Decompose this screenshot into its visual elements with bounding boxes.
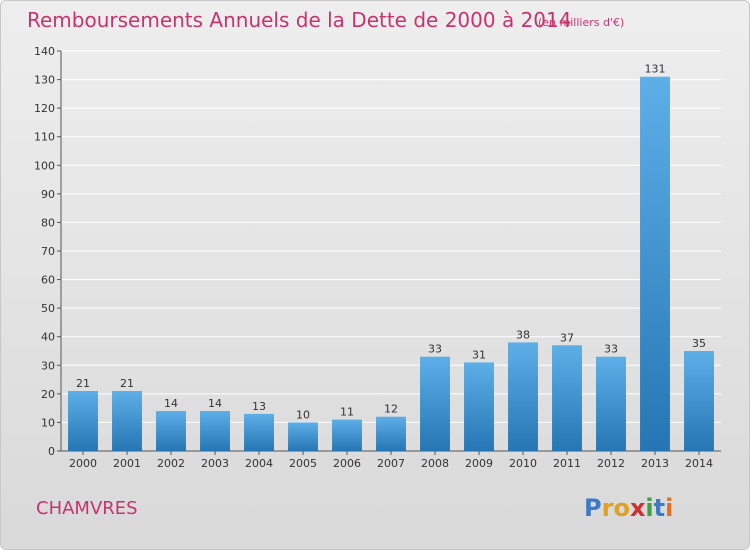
data-label-2008: 33 — [428, 343, 442, 356]
y-tick-label: 80 — [41, 216, 55, 229]
bar-2008 — [420, 356, 450, 451]
x-tick-label-2007: 2007 — [377, 457, 405, 470]
y-tick-label: 120 — [34, 102, 55, 115]
bar-2000 — [68, 391, 98, 451]
data-label-2001: 21 — [120, 377, 134, 390]
bar-2005 — [288, 422, 318, 451]
x-tick-label-2006: 2006 — [333, 457, 361, 470]
chart-subtitle: (en milliers d'€) — [538, 16, 625, 29]
data-label-2013: 131 — [645, 63, 666, 76]
proxiti-logo: Proxiti — [584, 494, 673, 521]
bar-2002 — [156, 411, 186, 451]
x-tick-label-2010: 2010 — [509, 457, 537, 470]
commune-name: CHAMVRES — [36, 498, 138, 519]
bar-2011 — [552, 345, 582, 451]
data-label-2003: 14 — [208, 397, 222, 410]
x-tick-label-2002: 2002 — [157, 457, 185, 470]
data-label-2012: 33 — [604, 343, 618, 356]
data-label-2009: 31 — [472, 348, 486, 361]
bar-2001 — [112, 391, 142, 451]
y-tick-label: 10 — [41, 416, 55, 429]
bar-2003 — [200, 411, 230, 451]
y-tick-label: 60 — [41, 274, 55, 287]
y-tick-label: 140 — [34, 45, 55, 58]
data-label-2010: 38 — [516, 328, 530, 341]
x-tick-label-2011: 2011 — [553, 457, 581, 470]
bar-2009 — [464, 362, 494, 451]
x-tick-label-2000: 2000 — [69, 457, 97, 470]
x-tick-label-2009: 2009 — [465, 457, 493, 470]
y-tick-label: 110 — [34, 131, 55, 144]
y-tick-label: 100 — [34, 159, 55, 172]
x-tick-label-2001: 2001 — [113, 457, 141, 470]
y-tick-label: 130 — [34, 74, 55, 87]
data-label-2002: 14 — [164, 397, 178, 410]
bar-2006 — [332, 419, 362, 451]
data-label-2000: 21 — [76, 377, 90, 390]
data-label-2004: 13 — [252, 400, 266, 413]
chart-title: Remboursements Annuels de la Dette de 20… — [27, 8, 572, 32]
x-tick-label-2005: 2005 — [289, 457, 317, 470]
bar-2010 — [508, 342, 538, 451]
data-labels: 21 21 14 14 13 10 11 12 33 31 38 37 33 131 35 — [76, 63, 706, 422]
y-tick-label: 30 — [41, 359, 55, 372]
bar-2004 — [244, 413, 274, 451]
y-tick-label: 50 — [41, 302, 55, 315]
y-tick-label: 40 — [41, 331, 55, 344]
y-tick-label: 90 — [41, 188, 55, 201]
data-label-2014: 35 — [692, 337, 706, 350]
y-tick-label: 70 — [41, 245, 55, 258]
y-tick-label: 0 — [48, 445, 55, 458]
data-label-2007: 12 — [384, 403, 398, 416]
bar-2014 — [684, 351, 714, 451]
x-tick-label-2012: 2012 — [597, 457, 625, 470]
bar-chart: 0 10 20 30 40 50 60 70 80 90 100 110 120 130 140 2000 20… — [34, 45, 721, 470]
bar-2007 — [376, 416, 406, 451]
data-label-2005: 10 — [296, 408, 310, 421]
x-tick-label-2008: 2008 — [421, 457, 449, 470]
y-tick-label: 20 — [41, 388, 55, 401]
x-tick-label-2003: 2003 — [201, 457, 229, 470]
x-tick-label-2013: 2013 — [641, 457, 669, 470]
svg-text:Proxiti: Proxiti — [584, 494, 673, 521]
bars — [68, 76, 714, 451]
x-tick-label-2014: 2014 — [685, 457, 713, 470]
data-label-2011: 37 — [560, 331, 574, 344]
data-label-2006: 11 — [340, 406, 354, 419]
x-tick-label-2004: 2004 — [245, 457, 273, 470]
bar-2013 — [640, 76, 670, 451]
bar-2012 — [596, 356, 626, 451]
